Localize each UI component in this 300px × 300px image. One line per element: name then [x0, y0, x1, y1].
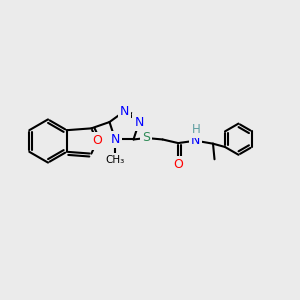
Text: H: H [192, 123, 201, 136]
Text: S: S [142, 131, 150, 145]
Text: N: N [110, 133, 120, 146]
Text: N: N [134, 116, 144, 128]
Text: O: O [173, 158, 183, 172]
Text: N: N [120, 105, 129, 118]
Text: O: O [92, 134, 102, 148]
Text: N: N [191, 134, 200, 147]
Text: CH₃: CH₃ [106, 155, 125, 165]
